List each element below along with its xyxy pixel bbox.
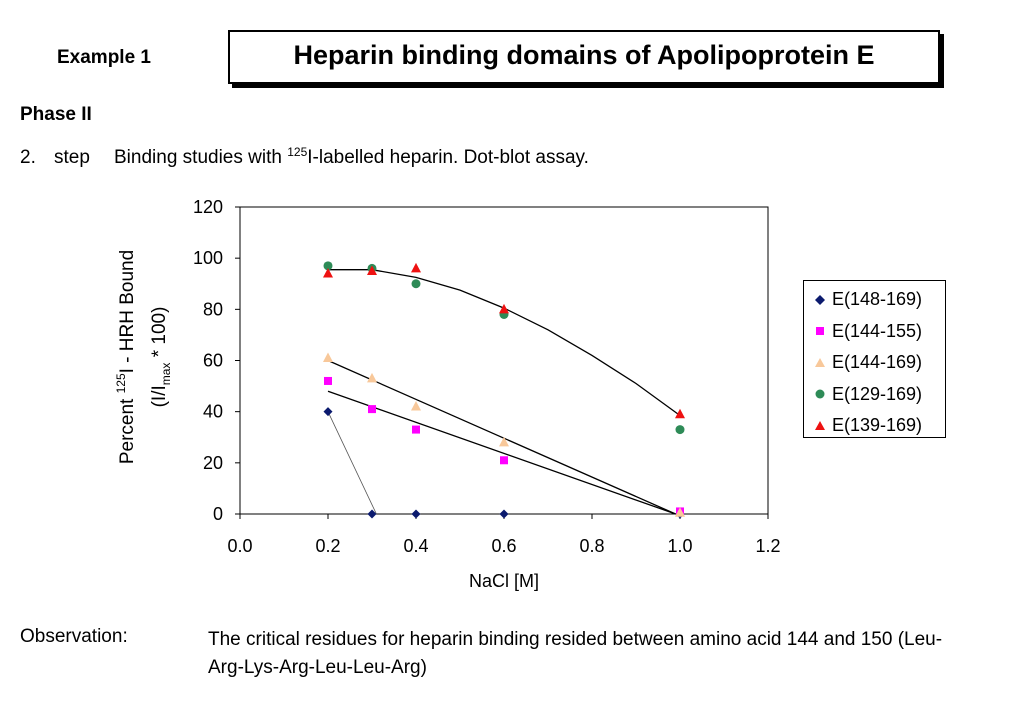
- y-tick-label: 100: [193, 248, 223, 268]
- trendline: [327, 359, 676, 515]
- y-tick-label: 0: [213, 504, 223, 524]
- trendline: [327, 390, 676, 515]
- x-tick-label: 1.0: [667, 536, 692, 556]
- data-point-square: [500, 456, 508, 465]
- x-tick-label: 0.0: [227, 536, 252, 556]
- legend-item-e144-155: E(144-155): [804, 316, 945, 348]
- data-point-diamond: [411, 509, 421, 519]
- legend-item-e144-169: E(144-169): [804, 347, 945, 379]
- x-tick-label: 0.8: [579, 536, 604, 556]
- axes-layer: 0.0 0.2 0.4 0.6 0.8 1.0 1.2 0 20 40 60 80 100 120: [193, 197, 781, 556]
- x-tick-label: 0.2: [315, 536, 340, 556]
- data-point-square: [412, 425, 420, 434]
- y-title2-prefix: (I/I: [149, 385, 170, 407]
- y-title2-suffix: * 100): [149, 307, 170, 363]
- step-number: 2.: [20, 147, 36, 168]
- y-tick-label: 80: [203, 299, 223, 319]
- x-tick-label: 0.4: [403, 536, 428, 556]
- y-tick-label: 40: [203, 402, 223, 422]
- data-point-triangle: [499, 303, 509, 314]
- y-tick-label: 60: [203, 351, 223, 371]
- diamond-marker-icon: [808, 290, 832, 310]
- svg-text:Percent 125I - HRH Bound: Percent 125I - HRH Bound: [114, 250, 138, 464]
- observation-label: Observation:: [20, 626, 128, 647]
- data-point-square: [368, 405, 376, 414]
- data-point-triangle: [367, 372, 377, 383]
- points-layer: [323, 261, 685, 519]
- legend-item-e139-169: E(139-169): [804, 410, 945, 442]
- legend-item-e129-169: E(129-169): [804, 379, 945, 411]
- y-title-suffix: I - HRH Bound: [117, 250, 138, 374]
- phase-label: Phase II: [20, 104, 92, 125]
- data-point-circle: [675, 425, 685, 435]
- legend-label: E(144-155): [832, 320, 923, 341]
- legend-label: E(129-169): [832, 383, 923, 404]
- step-line: 2. step Binding studies with 125I-labelled…: [20, 145, 589, 169]
- y-tick-label: 120: [193, 197, 223, 217]
- data-point-square: [324, 376, 332, 385]
- legend-label: E(148-169): [832, 289, 923, 310]
- triangle-marker-icon: [808, 353, 832, 373]
- data-point-triangle: [675, 408, 685, 419]
- x-tick-label: 0.6: [491, 536, 516, 556]
- data-point-diamond: [367, 509, 377, 519]
- trendline: [327, 411, 377, 515]
- data-point-triangle: [675, 507, 685, 517]
- y-axis-title: Percent 125I - HRH Bound (I/Imax * 100): [114, 250, 173, 464]
- y-title-prefix: Percent: [117, 393, 138, 464]
- y-tick-label: 20: [203, 453, 223, 473]
- observation-text: The critical residues for heparin bindin…: [208, 629, 943, 678]
- step-text-before: Binding studies with: [114, 147, 288, 168]
- svg-text:(I/Imax * 100): (I/Imax * 100): [149, 307, 173, 408]
- triangle-marker-icon: [808, 416, 832, 436]
- title-box: Heparin binding domains of Apolipoprotei…: [228, 30, 940, 84]
- data-point-diamond: [499, 509, 509, 519]
- square-marker-icon: [808, 321, 832, 341]
- legend-label: E(144-169): [832, 352, 923, 373]
- data-point-diamond: [323, 407, 333, 417]
- y-title-sup: 125: [114, 373, 128, 393]
- data-point-triangle: [323, 268, 333, 278]
- x-tick-label: 1.2: [755, 536, 780, 556]
- plot-area: [239, 206, 769, 515]
- data-point-triangle: [499, 436, 509, 447]
- legend-item-e148-169: E(148-169): [804, 284, 945, 316]
- data-point-triangle: [323, 352, 333, 362]
- page-title: Heparin binding domains of Apolipoprotei…: [293, 40, 875, 70]
- data-point-triangle: [411, 401, 421, 411]
- chart-legend: E(148-169) E(144-155) E(144-169) E(129-1…: [803, 280, 946, 438]
- y-title2-sub: max: [159, 363, 173, 386]
- legend-label: E(139-169): [832, 415, 923, 436]
- step-word: step: [54, 147, 90, 168]
- step-text-after: I-labelled heparin. Dot-blot assay.: [307, 147, 589, 168]
- step-superscript: 125: [287, 145, 308, 159]
- data-point-triangle: [367, 265, 377, 275]
- data-point-triangle: [411, 262, 421, 273]
- data-point-circle: [411, 279, 421, 289]
- example-label: Example 1: [57, 47, 151, 68]
- x-axis-title: NaCl [M]: [469, 571, 539, 591]
- data-point-circle: [323, 261, 333, 271]
- circle-marker-icon: [808, 384, 832, 404]
